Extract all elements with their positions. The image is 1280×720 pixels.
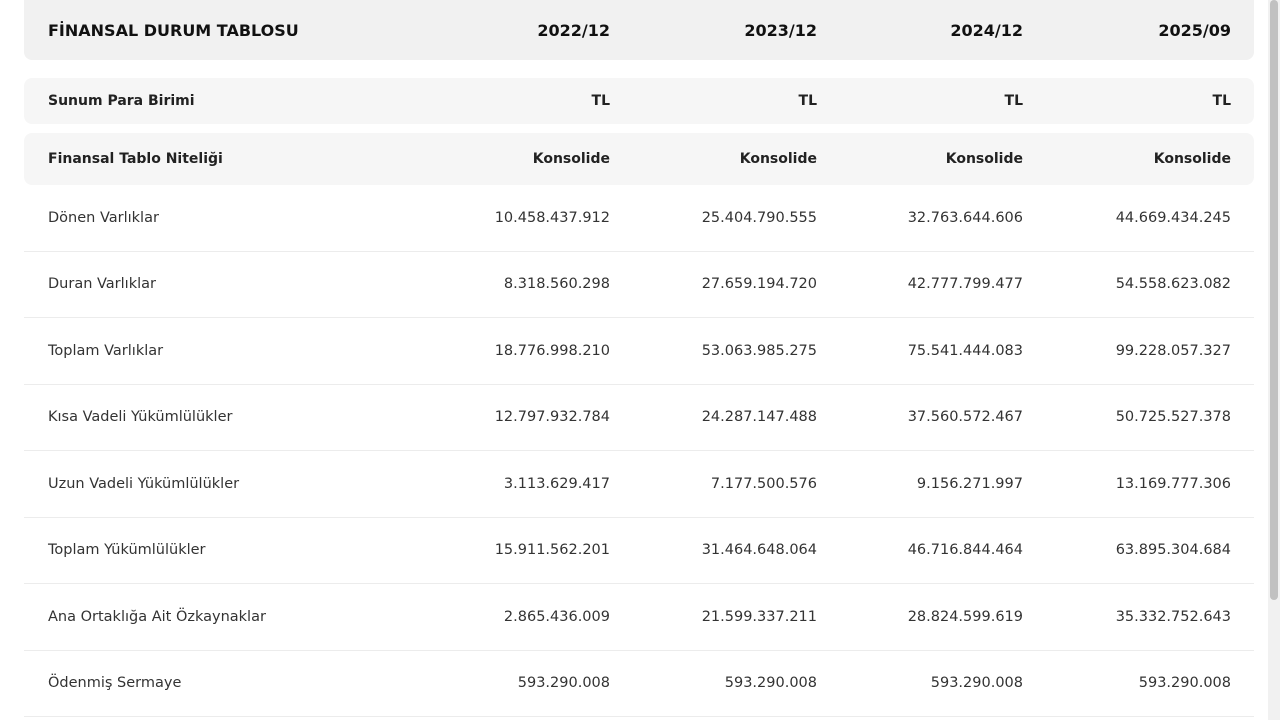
- cell-value: 7.177.500.576: [710, 475, 817, 492]
- cell-value: 53.063.985.275: [701, 342, 817, 359]
- row-label: FİNANSAL DURUM TABLOSU: [48, 20, 299, 40]
- cell-value: Konsolide: [945, 151, 1023, 167]
- cell-value: 25.404.790.555: [701, 209, 817, 226]
- cell-value: 21.599.337.211: [701, 608, 817, 625]
- row-label: Uzun Vadeli Yükümlülükler: [48, 475, 240, 492]
- cell-value: TL: [591, 93, 610, 109]
- cell-value: 10.458.437.912: [494, 209, 610, 226]
- cell-value: 46.716.844.464: [907, 542, 1023, 559]
- scrollbar[interactable]: [1268, 0, 1280, 720]
- cell-value: 42.777.799.477: [907, 276, 1023, 293]
- cell-value: 593.290.008: [930, 675, 1023, 692]
- cell-value: 32.763.644.606: [907, 209, 1023, 226]
- row-label: Ödenmiş Sermaye: [48, 675, 182, 692]
- row-label: Dönen Varlıklar: [48, 209, 159, 226]
- cell-value: 27.659.194.720: [701, 276, 817, 293]
- cell-value: 3.113.629.417: [503, 475, 610, 492]
- table-row: Toplam Varlıklar 18.776.998.210 53.063.985…: [24, 318, 1254, 385]
- row-label: Finansal Tablo Niteliği: [48, 151, 223, 167]
- cell-value: 63.895.304.684: [1115, 542, 1231, 559]
- cell-value: 2024/12: [950, 20, 1023, 40]
- cell-value: 18.776.998.210: [494, 342, 610, 359]
- cell-value: 44.669.434.245: [1115, 209, 1231, 226]
- cell-value: Konsolide: [532, 151, 610, 167]
- cell-value: 35.332.752.643: [1115, 608, 1231, 625]
- cell-value: 75.541.444.083: [907, 342, 1023, 359]
- table-meta-row: Sunum Para Birimi TL TL TL TL: [24, 78, 1254, 124]
- cell-value: 31.464.648.064: [701, 542, 817, 559]
- cell-value: TL: [798, 93, 817, 109]
- table-header: FİNANSAL DURUM TABLOSU 2022/12 2023/12 2024…: [24, 0, 1254, 60]
- table-row: Kısa Vadeli Yükümlülükler 12.797.932.784 2…: [24, 385, 1254, 451]
- scrollbar-thumb[interactable]: [1270, 0, 1278, 600]
- row-label: Toplam Yükümlülükler: [48, 542, 206, 559]
- cell-value: 2025/09: [1158, 20, 1231, 40]
- cell-value: 54.558.623.082: [1115, 276, 1231, 293]
- cell-value: 2022/12: [537, 20, 610, 40]
- cell-value: TL: [1004, 93, 1023, 109]
- cell-value: 9.156.271.997: [916, 475, 1023, 492]
- row-label: Kısa Vadeli Yükümlülükler: [48, 409, 233, 426]
- table-row: Toplam Yükümlülükler 15.911.562.201 31.464…: [24, 518, 1254, 584]
- table-row: Ödenmiş Sermaye 593.290.008 593.290.008 593…: [24, 651, 1254, 717]
- cell-value: 593.290.008: [517, 675, 610, 692]
- table-row: Dönen Varlıklar 10.458.437.912 25.404.790.…: [24, 185, 1254, 252]
- row-label: Duran Varlıklar: [48, 276, 156, 293]
- row-label: Ana Ortaklığa Ait Özkaynaklar: [48, 608, 266, 625]
- cell-value: 37.560.572.467: [907, 409, 1023, 426]
- cell-value: 12.797.932.784: [494, 409, 610, 426]
- cell-value: 2023/12: [744, 20, 817, 40]
- cell-value: TL: [1212, 93, 1231, 109]
- row-label: Toplam Varlıklar: [48, 342, 164, 359]
- cell-value: 2.865.436.009: [503, 608, 610, 625]
- cell-value: 99.228.057.327: [1115, 342, 1231, 359]
- table-meta-row: Finansal Tablo Niteliği Konsolide Konsolid…: [24, 133, 1254, 185]
- row-label: Sunum Para Birimi: [48, 93, 195, 109]
- cell-value: 8.318.560.298: [503, 276, 610, 293]
- table-row: Uzun Vadeli Yükümlülükler 3.113.629.417 7.…: [24, 451, 1254, 518]
- cell-value: 28.824.599.619: [907, 608, 1023, 625]
- table-row: Duran Varlıklar 8.318.560.298 27.659.194.7…: [24, 252, 1254, 318]
- cell-value: 593.290.008: [724, 675, 817, 692]
- cell-value: 24.287.147.488: [701, 409, 817, 426]
- cell-value: 50.725.527.378: [1115, 409, 1231, 426]
- cell-value: Konsolide: [1153, 151, 1231, 167]
- cell-value: 593.290.008: [1138, 675, 1231, 692]
- cell-value: Konsolide: [739, 151, 817, 167]
- cell-value: 13.169.777.306: [1115, 475, 1231, 492]
- table-row: Ana Ortaklığa Ait Özkaynaklar 2.865.436.0…: [24, 584, 1254, 651]
- cell-value: 15.911.562.201: [494, 542, 610, 559]
